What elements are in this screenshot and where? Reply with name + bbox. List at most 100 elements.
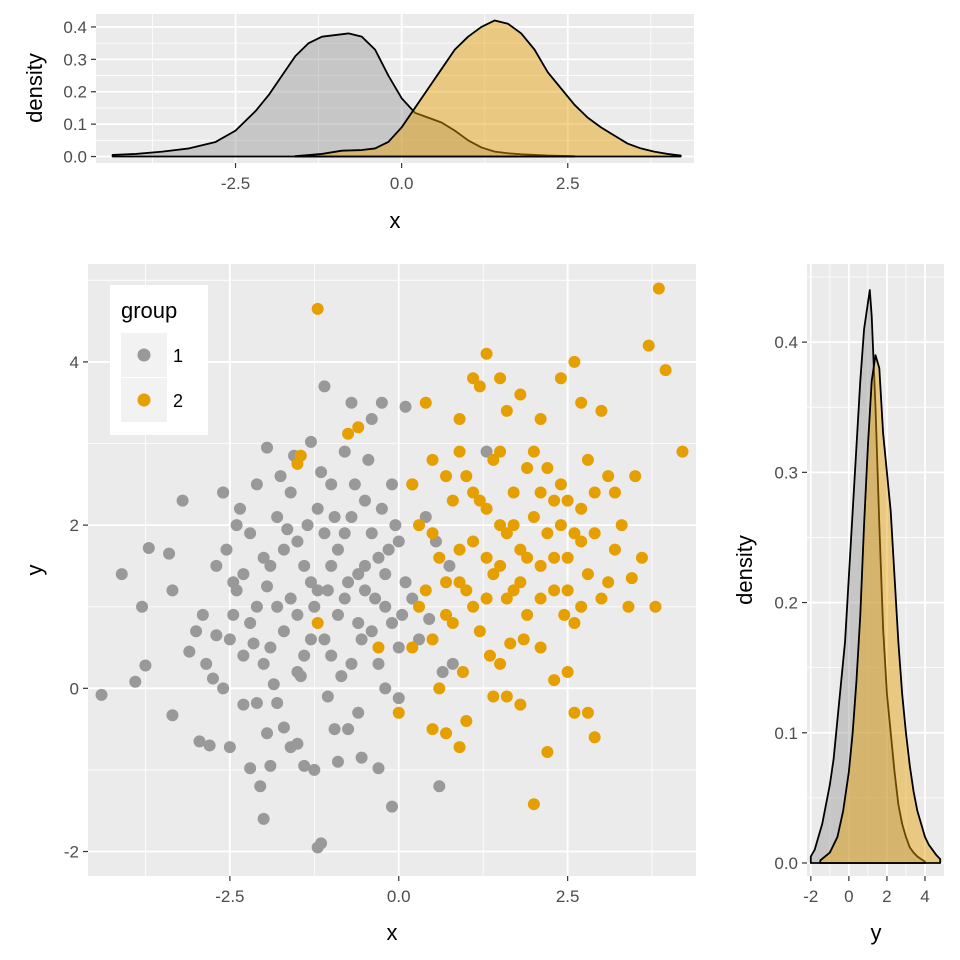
x-tick-label: -2 [803,887,818,906]
scatter-point-group-1 [382,543,395,556]
scatter-point-group-2 [460,584,473,597]
scatter-point-group-1 [190,625,203,638]
scatter-point-group-2 [504,637,517,650]
scatter-point-group-2 [517,633,530,646]
x-tick-label: 2.5 [556,174,580,193]
x-tick-label: 0.0 [387,887,411,906]
scatter-point-group-1 [365,413,378,426]
scatter-point-group-2 [494,372,507,385]
scatter-point-group-1 [342,723,355,736]
scatter-point-group-2 [406,641,419,654]
scatter-point-group-2 [419,396,432,409]
scatter-point-group-2 [534,486,547,499]
y-tick-label: 0.3 [63,50,87,69]
scatter-point-group-1 [372,551,385,564]
scatter-point-group-1 [392,641,405,654]
scatter-point-group-2 [514,388,527,401]
scatter-point-group-1 [423,612,436,625]
scatter-point-group-2 [514,698,527,711]
scatter-point-group-1 [142,541,155,554]
scatter-point-group-1 [325,649,338,662]
scatter-point-group-2 [595,404,608,417]
scatter-point-group-2 [541,462,554,474]
scatter-point-group-1 [223,741,236,754]
scatter-point-group-2 [473,494,486,507]
scatter-point-group-1 [261,580,274,593]
y-tick-label: 0.0 [63,148,87,167]
scatter-point-group-2 [406,478,419,491]
scatter-point-group-2 [676,445,689,458]
scatter-point-group-1 [257,812,270,825]
scatter-point-group-1 [355,633,368,646]
scatter-point-group-2 [575,502,588,515]
scatter-point-group-1 [254,780,267,793]
top-density-x-ticks: -2.5 0.0 2.5 [221,163,580,193]
scatter-point-group-2 [575,600,588,613]
scatter-point-group-1 [352,706,365,719]
y-tick-label: 0.2 [63,83,87,102]
scatter-point-group-1 [271,510,284,523]
scatter-point-group-1 [365,625,378,638]
right-density-x-ticks: -2 0 2 4 [803,876,930,906]
legend-label-1: 1 [173,346,183,366]
scatter-point-group-2 [534,559,547,572]
scatter-point-group-2 [507,486,520,499]
scatter-point-group-1 [311,502,324,515]
scatter-point-group-1 [163,547,176,560]
scatter-point-group-1 [304,435,317,448]
scatter-point-group-1 [386,617,398,630]
scatter-point-group-2 [568,355,581,368]
scatter-point-group-2 [527,510,540,523]
scatter-point-group-1 [352,617,365,630]
scatter-point-group-2 [483,649,496,662]
scatter-point-group-1 [304,576,317,589]
scatter-point-group-2 [467,486,480,499]
scatter-point-group-2 [311,302,324,315]
legend-title: group [121,298,177,323]
scatter-point-group-1 [338,527,351,540]
scatter-point-group-1 [348,478,361,491]
scatter-point-group-2 [487,568,500,581]
scatter-point-group-1 [399,400,412,413]
scatter-point-group-1 [318,380,331,393]
scatter-point-group-2 [652,282,665,295]
scatter-point-group-2 [635,551,648,564]
scatter-point-group-1 [271,600,284,613]
x-tick-label: 2.5 [556,887,580,906]
scatter-point-group-2 [561,494,574,507]
scatter-point-group-2 [548,551,561,564]
scatter-point-group-2 [615,519,628,532]
scatter-point-group-2 [467,372,480,385]
scatter-point-group-2 [548,494,561,507]
scatter-point-group-1 [355,751,368,764]
scatter-point-group-2 [453,543,466,556]
scatter-point-group-2 [446,617,459,630]
scatter-point-group-2 [473,625,486,638]
scatter-point-group-1 [358,559,371,572]
scatter-x-ticks: -2.5 0.0 2.5 [215,876,579,906]
scatter-point-group-1 [379,568,392,581]
scatter-point-group-2 [500,404,513,417]
scatter-point-group-1 [372,657,385,670]
scatter-point-group-1 [284,592,297,605]
scatter-point-group-1 [196,608,209,621]
scatter-point-group-1 [406,592,419,605]
scatter-point-group-1 [261,441,274,454]
scatter-point-group-1 [335,670,348,683]
scatter-point-group-2 [413,519,426,532]
scatter-point-group-1 [210,559,223,572]
scatter-point-group-2 [568,527,581,540]
scatter-point-group-1 [413,633,426,646]
scatter-point-group-2 [514,543,527,556]
scatter-point-group-1 [136,600,149,613]
scatter-point-group-2 [426,527,439,540]
scatter-point-group-2 [419,584,432,597]
scatter-point-group-1 [443,559,456,572]
scatter-point-group-1 [419,510,432,523]
scatter-point-group-2 [541,527,554,540]
density-area-group-2 [294,19,682,158]
scatter-point-group-2 [521,462,534,474]
scatter-point-group-2 [440,470,453,483]
right-density-areas [809,289,942,864]
scatter-point-group-1 [271,697,284,710]
